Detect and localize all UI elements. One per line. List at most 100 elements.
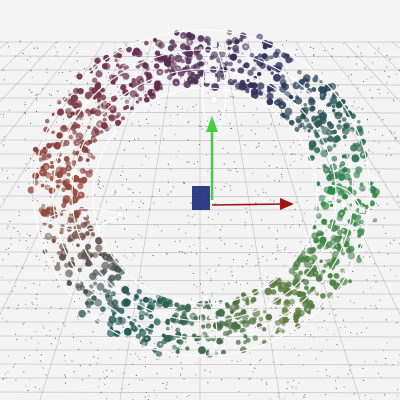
floor-noise-dot — [16, 308, 18, 310]
vertex-handle[interactable] — [116, 210, 124, 218]
floor-noise-dot — [183, 378, 185, 380]
torus-highlight — [107, 103, 110, 106]
torus-particle — [110, 95, 118, 103]
vertex-handle[interactable] — [358, 206, 366, 214]
floor-noise-dot — [256, 108, 258, 110]
torus-particle — [347, 245, 355, 253]
floor-noise-dot — [262, 188, 264, 190]
torus-particle — [333, 235, 342, 243]
torus-particle — [319, 273, 324, 278]
floor-noise-dot — [376, 203, 378, 204]
floor-noise-dot — [198, 144, 200, 145]
floor-noise-dot — [46, 265, 48, 267]
floor-noise-dot — [22, 323, 24, 325]
floor-noise-dot — [188, 222, 190, 224]
floor-noise-dot — [326, 339, 327, 341]
floor-noise-dot — [172, 352, 174, 354]
torus-particle — [136, 78, 145, 87]
torus-highlight — [44, 165, 49, 170]
floor-noise-dot — [231, 47, 233, 49]
floor-noise-dot — [171, 326, 173, 328]
torus-particle — [353, 171, 361, 179]
floor-noise-dot — [378, 171, 380, 173]
vertex-handle[interactable] — [340, 200, 348, 208]
torus-particle — [281, 329, 285, 334]
torus-particle — [125, 99, 130, 105]
floor-noise-dot — [299, 224, 301, 226]
torus-particle — [154, 50, 161, 56]
floor-noise-dot — [152, 196, 154, 198]
floor-noise-dot — [353, 101, 355, 103]
vertex-handle[interactable] — [326, 194, 334, 202]
floor-noise-dot — [105, 77, 107, 78]
gizmo-y-arrow[interactable] — [206, 116, 218, 132]
floor-noise-dot — [364, 307, 366, 309]
gizmo-x-axis[interactable] — [211, 203, 285, 206]
floor-noise-dot — [39, 388, 41, 390]
floor-noise-dot — [157, 225, 159, 227]
floor-noise-dot — [294, 208, 296, 210]
vertex-handles[interactable] — [40, 40, 366, 356]
vertex-handle[interactable] — [314, 185, 322, 193]
floor-noise-dot — [194, 213, 196, 215]
floor-noise-dot — [385, 154, 387, 156]
floor-noise-dot — [197, 161, 199, 163]
floor-noise-dot — [121, 184, 123, 186]
torus-particle — [120, 84, 127, 91]
wire-meridian-left-2 — [43, 213, 121, 231]
transform-gizmo-icon[interactable] — [192, 116, 294, 210]
vertex-handle[interactable] — [208, 348, 216, 356]
floor-noise-dot — [278, 392, 279, 394]
floor-noise-dot — [140, 235, 142, 237]
floor-noise-dot — [335, 314, 337, 316]
torus-particle — [44, 232, 53, 241]
floor-grid-line — [0, 41, 105, 209]
gizmo-z-axis[interactable] — [192, 186, 210, 210]
floor-noise-dot — [306, 199, 308, 201]
torus-particle — [235, 339, 241, 345]
selected-handle[interactable] — [204, 72, 216, 84]
floor-noise-dot — [329, 375, 331, 377]
floor-noise-dot — [116, 86, 118, 88]
vertex-handle[interactable] — [208, 330, 216, 338]
floor-noise-dot — [64, 325, 66, 327]
floor-noise-dot — [188, 161, 190, 163]
floor-noise-dot — [347, 373, 349, 375]
torus-highlight — [76, 142, 78, 145]
vertex-handle[interactable] — [210, 40, 218, 48]
floor-noise-dot — [325, 173, 327, 175]
torus-particle — [295, 95, 299, 100]
torus-highlight — [104, 256, 107, 259]
floor-noise-dot — [179, 50, 181, 52]
torus-particle — [297, 69, 302, 75]
floor-noise-dot — [398, 201, 400, 203]
floor-noise-dot — [150, 104, 152, 106]
floor-noise-dot — [326, 230, 327, 232]
torus-particles[interactable] — [27, 29, 380, 358]
vertex-handle[interactable] — [210, 96, 218, 104]
torus-particle — [57, 100, 62, 105]
floor-noise-dot — [135, 374, 137, 376]
floor-noise-dot — [14, 333, 16, 335]
floor-noise-dot — [342, 43, 344, 45]
floor-noise-dot — [18, 215, 20, 216]
gizmo-x-arrow[interactable] — [280, 198, 294, 210]
torus-particle — [205, 323, 212, 329]
vertex-handle[interactable] — [62, 210, 70, 218]
floor-noise-dot — [324, 196, 326, 197]
floor-noise-dot — [220, 113, 221, 115]
torus-particle — [356, 257, 363, 264]
vertex-handle[interactable] — [80, 210, 88, 218]
torus-particle — [38, 168, 47, 177]
floor-noise-dot — [50, 95, 52, 97]
vertex-handle[interactable] — [40, 216, 48, 224]
vertex-handle[interactable] — [202, 294, 210, 302]
torus-particle — [316, 114, 321, 120]
floor-noise-dot — [244, 144, 246, 146]
vertex-handle[interactable] — [208, 312, 216, 320]
vertex-handle[interactable] — [210, 114, 218, 122]
floor-noise-dot — [270, 307, 272, 309]
floor-noise-dot — [179, 346, 181, 348]
